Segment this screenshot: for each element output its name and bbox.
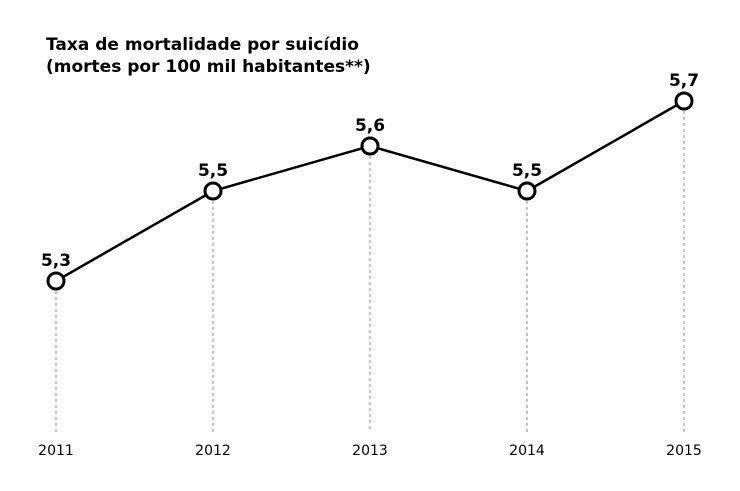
data-label-2015: 5,7 <box>669 71 699 91</box>
data-point-2011 <box>46 271 66 291</box>
chart-title: Taxa de mortalidade por suicídio (mortes… <box>46 35 371 77</box>
x-tick-label-2014: 2014 <box>509 443 545 459</box>
data-label-2011: 5,3 <box>41 251 71 271</box>
x-tick-label-2011: 2011 <box>38 443 74 459</box>
x-tick-label-2012: 2012 <box>195 443 231 459</box>
data-label-2012: 5,5 <box>198 161 228 181</box>
data-labels: 5,3 5,5 5,6 5,5 5,7 <box>41 71 699 271</box>
markers <box>46 91 694 291</box>
data-point-2013 <box>360 136 380 156</box>
data-point-2012 <box>203 181 223 201</box>
chart-title-line-1: Taxa de mortalidade por suicídio <box>46 35 359 55</box>
x-axis-ticks: 2011 2012 2013 2014 2015 <box>38 443 702 459</box>
drop-lines <box>55 111 685 432</box>
x-tick-label-2013: 2013 <box>352 443 388 459</box>
data-label-2014: 5,5 <box>512 161 542 181</box>
data-point-2015 <box>674 91 694 111</box>
data-point-2014 <box>517 181 537 201</box>
x-tick-label-2015: 2015 <box>666 443 702 459</box>
data-label-2013: 5,6 <box>355 116 385 136</box>
chart-title-line-2: (mortes por 100 mil habitantes**) <box>46 57 371 77</box>
